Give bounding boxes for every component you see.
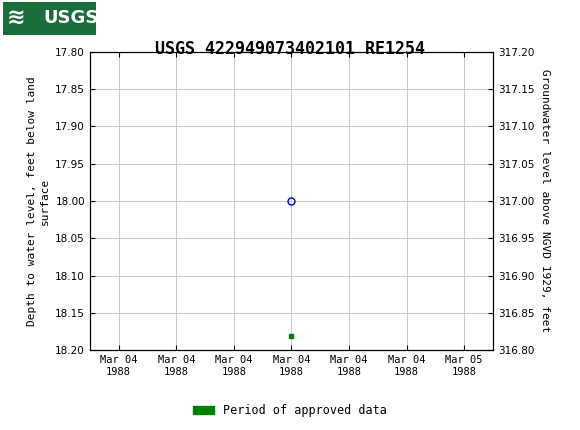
Text: ≋: ≋	[7, 8, 26, 28]
Text: USGS 422949073402101 RE1254: USGS 422949073402101 RE1254	[155, 40, 425, 58]
Y-axis label: Depth to water level, feet below land
surface: Depth to water level, feet below land su…	[27, 76, 50, 326]
Y-axis label: Groundwater level above NGVD 1929, feet: Groundwater level above NGVD 1929, feet	[540, 69, 550, 333]
Bar	[3, 2, 96, 35]
Text: USGS: USGS	[44, 9, 99, 27]
Legend: Period of approved data: Period of approved data	[188, 399, 392, 422]
